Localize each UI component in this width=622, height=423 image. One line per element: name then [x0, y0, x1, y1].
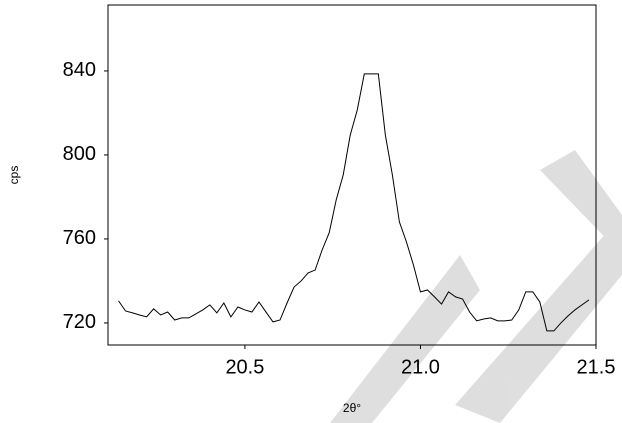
- watermark-stripe: [455, 215, 622, 423]
- watermark-stripe: [540, 150, 622, 255]
- watermark-stripe: [330, 255, 480, 423]
- y-tick-label: 760: [63, 227, 96, 249]
- y-tick-label: 800: [63, 143, 96, 165]
- x-axis-label: 2θ°: [343, 401, 361, 415]
- watermark: [330, 150, 622, 423]
- y-tick-label: 720: [63, 311, 96, 333]
- x-tick-label: 21.5: [577, 356, 616, 378]
- y-axis-label: cps: [7, 166, 21, 185]
- x-tick-label: 21.0: [401, 356, 440, 378]
- plot-frame: [107, 4, 597, 346]
- data-line: [118, 73, 590, 332]
- x-tick-label: 20.5: [225, 356, 264, 378]
- y-tick-label: 840: [63, 59, 96, 81]
